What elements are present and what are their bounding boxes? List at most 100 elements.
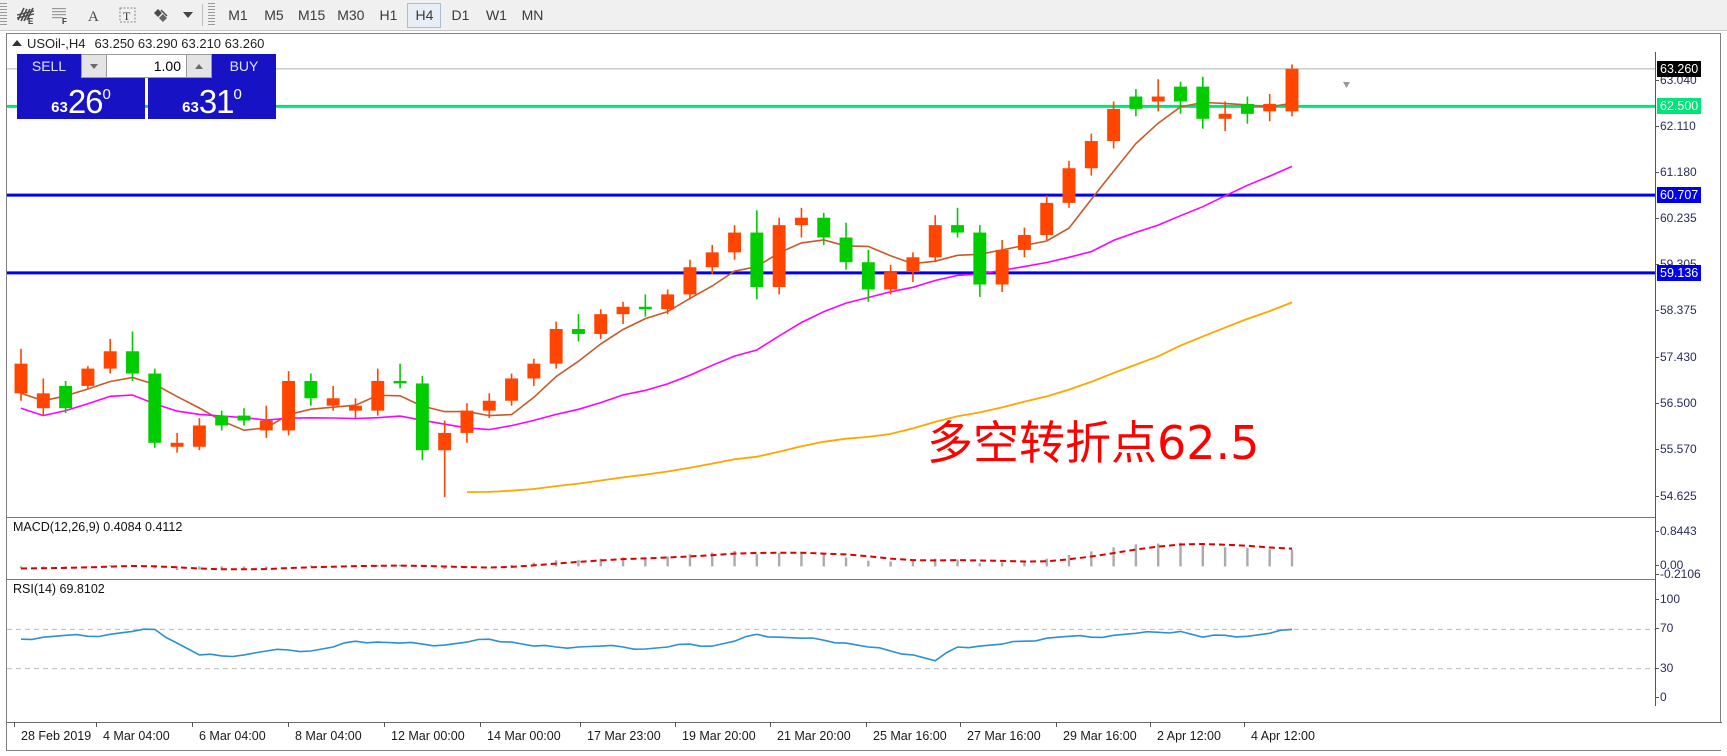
- candlestick: [482, 393, 496, 419]
- time-tick: 28 Feb 2019: [13, 722, 92, 743]
- volume-input[interactable]: 1.00: [107, 54, 186, 78]
- time-tick: 17 Mar 23:00: [580, 722, 661, 743]
- time-tick: 14 Mar 00:00: [480, 722, 561, 743]
- volume-increase-button[interactable]: [186, 54, 212, 78]
- price-chart-canvas[interactable]: [7, 52, 1657, 517]
- objects-dropdown-icon[interactable]: [179, 1, 197, 30]
- timeframe-w1[interactable]: W1: [485, 7, 507, 23]
- volume-decrease-button[interactable]: [81, 54, 107, 78]
- buy-button[interactable]: BUY: [212, 54, 276, 78]
- candlestick: [661, 289, 675, 315]
- candlestick: [36, 378, 50, 416]
- timeframe-m15[interactable]: M15: [298, 7, 326, 23]
- text-tool-icon[interactable]: A: [77, 1, 111, 30]
- candlestick: [1017, 227, 1031, 258]
- time-tick: 2 Apr 12:00: [1150, 722, 1221, 743]
- blue-level-tag-lower: 59.136: [1657, 264, 1702, 281]
- macd-tick: 0.00: [1655, 558, 1684, 573]
- svg-text:A: A: [88, 9, 99, 25]
- collapse-triangle-icon[interactable]: [12, 40, 22, 46]
- time-axis[interactable]: 28 Feb 2019 4 Mar 04:00 6 Mar 04:00 8 Mar 0…: [7, 722, 1722, 750]
- candlestick: [505, 373, 519, 406]
- candlestick: [728, 225, 742, 260]
- timeframe-m5[interactable]: M5: [264, 7, 284, 23]
- buy-price-display[interactable]: 63 31 0: [148, 78, 276, 119]
- chart-type-icon[interactable]: E: [9, 1, 43, 30]
- toolbar-divider: [202, 4, 203, 26]
- candlestick: [170, 432, 184, 453]
- candlestick: [1084, 133, 1098, 176]
- grid-icon[interactable]: F: [43, 1, 77, 30]
- svg-text:E: E: [28, 17, 34, 25]
- candlestick: [415, 376, 429, 461]
- label-tool-icon[interactable]: T: [111, 1, 145, 30]
- chart-annotation-text: 多空转折点62.5: [927, 416, 1260, 470]
- candlestick: [1196, 76, 1210, 129]
- toolbar-grip[interactable]: [0, 3, 7, 27]
- timeframe-h4[interactable]: H4: [407, 2, 442, 28]
- macd-signal-line: [20, 542, 1293, 571]
- objects-icon[interactable]: [145, 1, 179, 30]
- candlestick: [237, 408, 251, 426]
- macd-tick: -0.2106: [1656, 567, 1701, 581]
- candlestick: [1151, 79, 1165, 112]
- time-tick: 6 Mar 04:00: [192, 722, 266, 743]
- candlestick: [928, 215, 942, 263]
- ma-slow: [466, 301, 1293, 493]
- time-tick: 4 Apr 12:00: [1244, 722, 1315, 743]
- candlestick: [1062, 160, 1076, 208]
- time-tick: 27 Mar 16:00: [960, 722, 1041, 743]
- candlestick: [59, 380, 73, 414]
- rsi-tick: 70: [1655, 621, 1674, 636]
- candlestick: [973, 225, 987, 297]
- candlestick: [705, 244, 719, 275]
- time-tick: 21 Mar 20:00: [770, 722, 851, 743]
- candlestick: [638, 294, 652, 317]
- timeframe-m1[interactable]: M1: [228, 7, 248, 23]
- price-tick: 62.110: [1656, 118, 1696, 133]
- candlestick: [772, 217, 786, 295]
- rsi-pane: RSI(14) 69.8102: [7, 579, 1657, 706]
- trade-panel-top-row: SELL 1.00 BUY: [17, 54, 276, 78]
- candlestick: [81, 366, 95, 389]
- sell-price-main: 26: [67, 83, 104, 120]
- macd-chart-canvas[interactable]: [7, 518, 1657, 579]
- chart-window: USOil-,H4 63.250 63.290 63.210 63.260 多空…: [6, 33, 1722, 751]
- rsi-tick: 0: [1656, 690, 1667, 704]
- rsi-chart-canvas[interactable]: [7, 580, 1657, 706]
- candlestick: [594, 309, 608, 339]
- sell-price-display[interactable]: 63 26 0: [17, 78, 145, 119]
- candlestick: [906, 252, 920, 283]
- candlestick: [750, 210, 764, 300]
- candlestick: [1040, 195, 1054, 240]
- price-tick: 57.430: [1656, 350, 1697, 365]
- timeframe-m30[interactable]: M30: [337, 7, 365, 23]
- sell-button[interactable]: SELL: [17, 54, 81, 78]
- rsi-tick: 30: [1655, 660, 1674, 675]
- price-tick: 60.235: [1656, 211, 1697, 226]
- candlestick: [527, 358, 541, 386]
- candlestick: [817, 212, 831, 245]
- blue-level-tag-upper: 60.707: [1657, 187, 1702, 204]
- one-click-trading-panel: SELL 1.00 BUY 63 26 0 63 31: [17, 54, 276, 119]
- timeframe-h1[interactable]: H1: [379, 7, 398, 23]
- candlestick: [259, 405, 273, 438]
- arrow-up-icon: [195, 63, 203, 69]
- candlestick: [393, 363, 407, 389]
- candlestick: [951, 207, 964, 238]
- sell-price-lead: 63: [51, 99, 68, 116]
- candlestick: [304, 373, 318, 406]
- candlestick: [861, 249, 875, 302]
- symbol-ohlc: 63.250 63.290 63.210 63.260: [94, 35, 265, 51]
- timeframe-d1[interactable]: D1: [451, 7, 470, 23]
- timeframe-mn[interactable]: MN: [521, 7, 544, 23]
- price-pane: 多空转折点62.5: [7, 52, 1657, 517]
- candlestick: [1174, 81, 1187, 114]
- price-axis[interactable]: 63.04062.11061.18060.23559.30558.37557.4…: [1655, 52, 1720, 706]
- green-level-tag: 62.500: [1657, 98, 1702, 115]
- time-tick: 29 Mar 16:00: [1056, 722, 1137, 743]
- candlestick: [371, 368, 385, 416]
- trade-panel-prices: 63 26 0 63 31 0: [17, 78, 276, 119]
- candlestick: [683, 259, 697, 300]
- timeframe-grip[interactable]: [208, 3, 215, 27]
